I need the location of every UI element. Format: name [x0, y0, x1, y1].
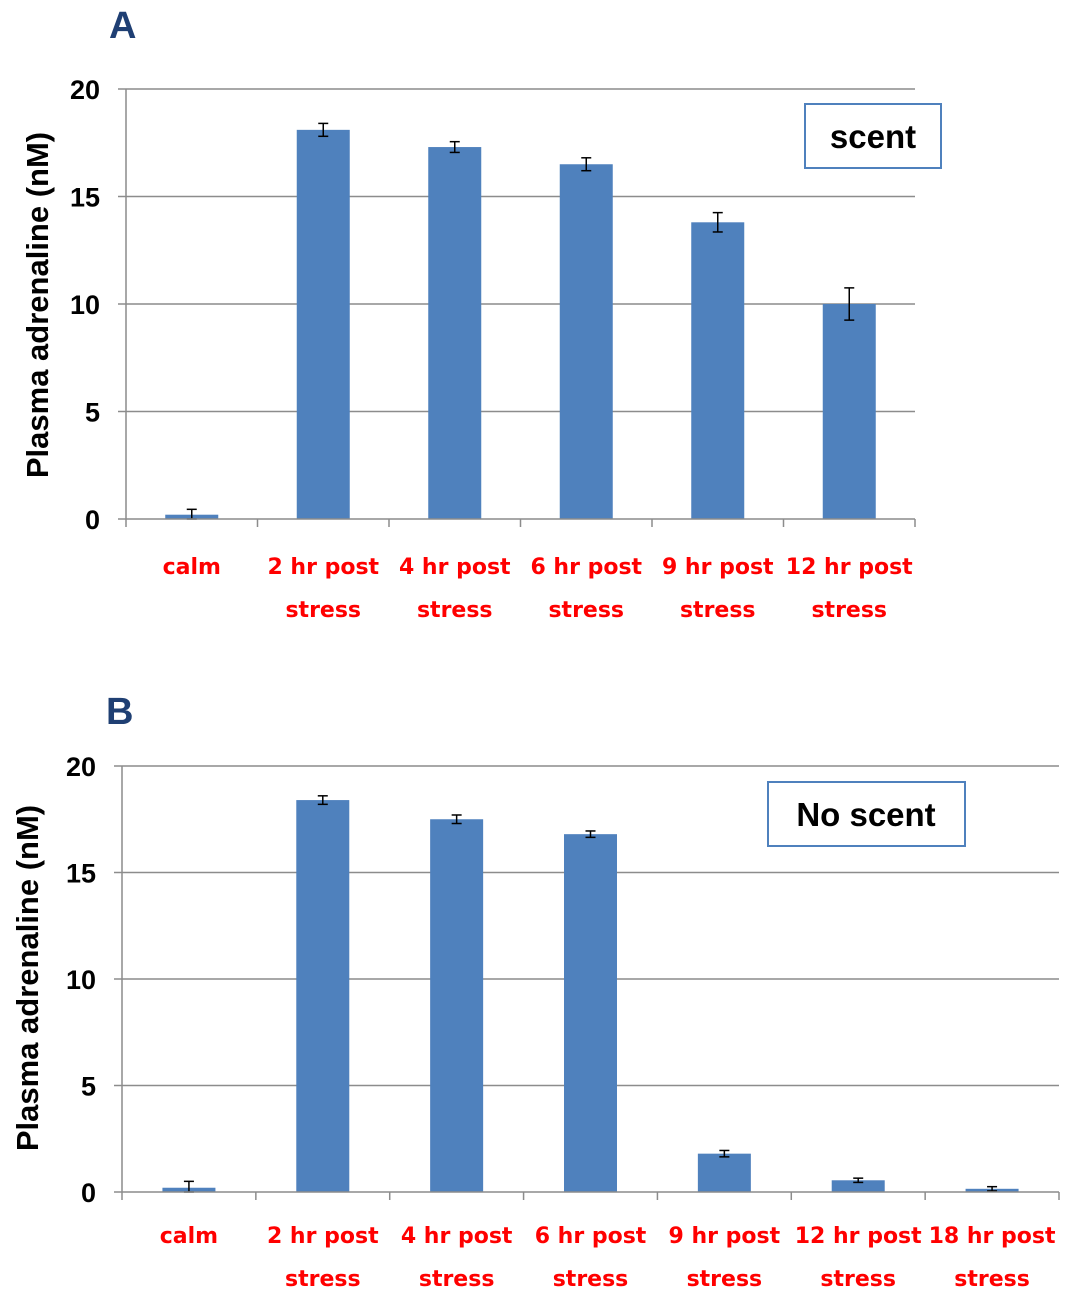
- panel-a-x-tick-label: 4 hr post: [399, 555, 511, 580]
- panel-b-x-tick-label: stress: [954, 1267, 1030, 1292]
- panel-a-letter: A: [109, 5, 136, 47]
- panel-b-chart: B Plasma adrenaline (nM) 0 5 10 15 20 calm 2 …: [10, 691, 1060, 1292]
- panel-b-bar: [430, 819, 484, 1192]
- panel-a-bar: [691, 222, 745, 520]
- panel-a-x-tick-label: stress: [680, 598, 756, 623]
- panel-b-y-axis-label: Plasma adrenaline (nM): [10, 805, 45, 1151]
- panel-b-bar: [296, 800, 350, 1192]
- panel-a-bar: [822, 304, 876, 519]
- panel-b-x-tick-label: 4 hr post: [401, 1224, 513, 1249]
- panel-a-x-tick-label: calm: [163, 555, 221, 580]
- panel-a-x-tick-label: 6 hr post: [530, 555, 642, 580]
- panel-a-x-tick-label: 9 hr post: [662, 555, 774, 580]
- panel-a-chart: A Plasma adrenaline (nM) 0 5 10 15 20 calm 2 …: [20, 5, 942, 623]
- panel-b-letter: B: [106, 691, 133, 733]
- panel-b-y-tick-label: 0: [81, 1178, 96, 1208]
- panel-a-bar: [559, 164, 613, 519]
- panel-b-axes: [114, 765, 1060, 1200]
- panel-b-y-ticks: 0 5 10 15 20: [66, 752, 96, 1208]
- panel-a-annotation-box: [804, 103, 942, 169]
- panel-a-gridlines: [126, 88, 915, 413]
- panel-b-x-tick-label: stress: [553, 1267, 629, 1292]
- panel-b-y-tick-label: 5: [81, 1072, 96, 1102]
- panel-a-y-ticks: 0 5 10 15 20: [70, 75, 100, 535]
- panel-b-x-tick-label: 9 hr post: [669, 1224, 781, 1249]
- panel-b-annotation-text: No scent: [796, 796, 935, 833]
- panel-b-x-tick-label: stress: [285, 1267, 361, 1292]
- panel-a-bars: [165, 129, 876, 520]
- panel-b-x-ticks: calm 2 hr post stress 4 hr post stress 6 hr p…: [160, 1224, 1056, 1292]
- panel-a-error-bar: [581, 157, 592, 172]
- panel-b-error-bar: [317, 795, 328, 806]
- panel-b-x-tick-label: stress: [687, 1267, 763, 1292]
- panel-a-x-tick-label: stress: [285, 598, 361, 623]
- panel-b-y-tick-label: 15: [66, 859, 96, 889]
- panel-b-error-bars: [183, 795, 998, 1193]
- panel-a-y-tick-label: 20: [70, 75, 100, 105]
- panel-a-y-tick-label: 0: [85, 505, 100, 535]
- panel-b-error-bar: [719, 1149, 730, 1158]
- panel-b-error-bar: [451, 814, 462, 825]
- panel-a-x-tick-label: 12 hr post: [786, 555, 913, 580]
- panel-a-x-tick-label: stress: [417, 598, 493, 623]
- panel-b-x-tick-label: 6 hr post: [535, 1224, 647, 1249]
- panel-b-error-bar: [585, 830, 596, 839]
- panel-a-error-bar: [449, 140, 460, 154]
- panel-b-x-tick-label: calm: [160, 1224, 218, 1249]
- panel-a-x-tick-label: stress: [811, 598, 887, 623]
- panel-a-x-tick-label: 2 hr post: [267, 555, 379, 580]
- panel-a-x-tick-label: stress: [548, 598, 624, 623]
- panel-a-axes: [118, 88, 916, 527]
- panel-b-x-tick-label: stress: [820, 1267, 896, 1292]
- panel-b-error-bar: [853, 1177, 864, 1184]
- panel-b-x-tick-label: 12 hr post: [795, 1224, 922, 1249]
- panel-b-bar: [831, 1180, 885, 1192]
- panel-b-error-bar: [987, 1185, 998, 1192]
- panel-b-bar: [697, 1153, 751, 1192]
- panel-a-error-bar: [712, 211, 723, 233]
- panel-b-x-tick-label: 18 hr post: [929, 1224, 1056, 1249]
- panel-a-bar: [428, 147, 482, 520]
- panel-a-y-axis-label: Plasma adrenaline (nM): [20, 132, 55, 478]
- panel-a-y-tick-label: 5: [85, 398, 100, 428]
- panel-b-x-tick-label: 2 hr post: [267, 1224, 379, 1249]
- panel-a-bar: [296, 129, 350, 519]
- panel-b-bar: [564, 834, 617, 1192]
- panel-a-error-bar: [844, 287, 855, 321]
- panel-a-error-bar: [318, 122, 329, 138]
- panel-a-error-bars: [186, 122, 855, 520]
- panel-b-annotation-box: [767, 781, 966, 847]
- panel-a-y-tick-label: 15: [70, 183, 100, 213]
- panel-b-x-tick-label: stress: [419, 1267, 495, 1292]
- panel-a-y-tick-label: 10: [70, 290, 100, 320]
- panel-b-bars: [162, 800, 1019, 1192]
- panel-b-y-tick-label: 10: [66, 965, 96, 995]
- panel-a-x-ticks: calm 2 hr post stress 4 hr post stress 6 hr p…: [163, 555, 914, 623]
- panel-b-y-tick-label: 20: [66, 752, 96, 782]
- panel-a-annotation-text: scent: [830, 118, 916, 155]
